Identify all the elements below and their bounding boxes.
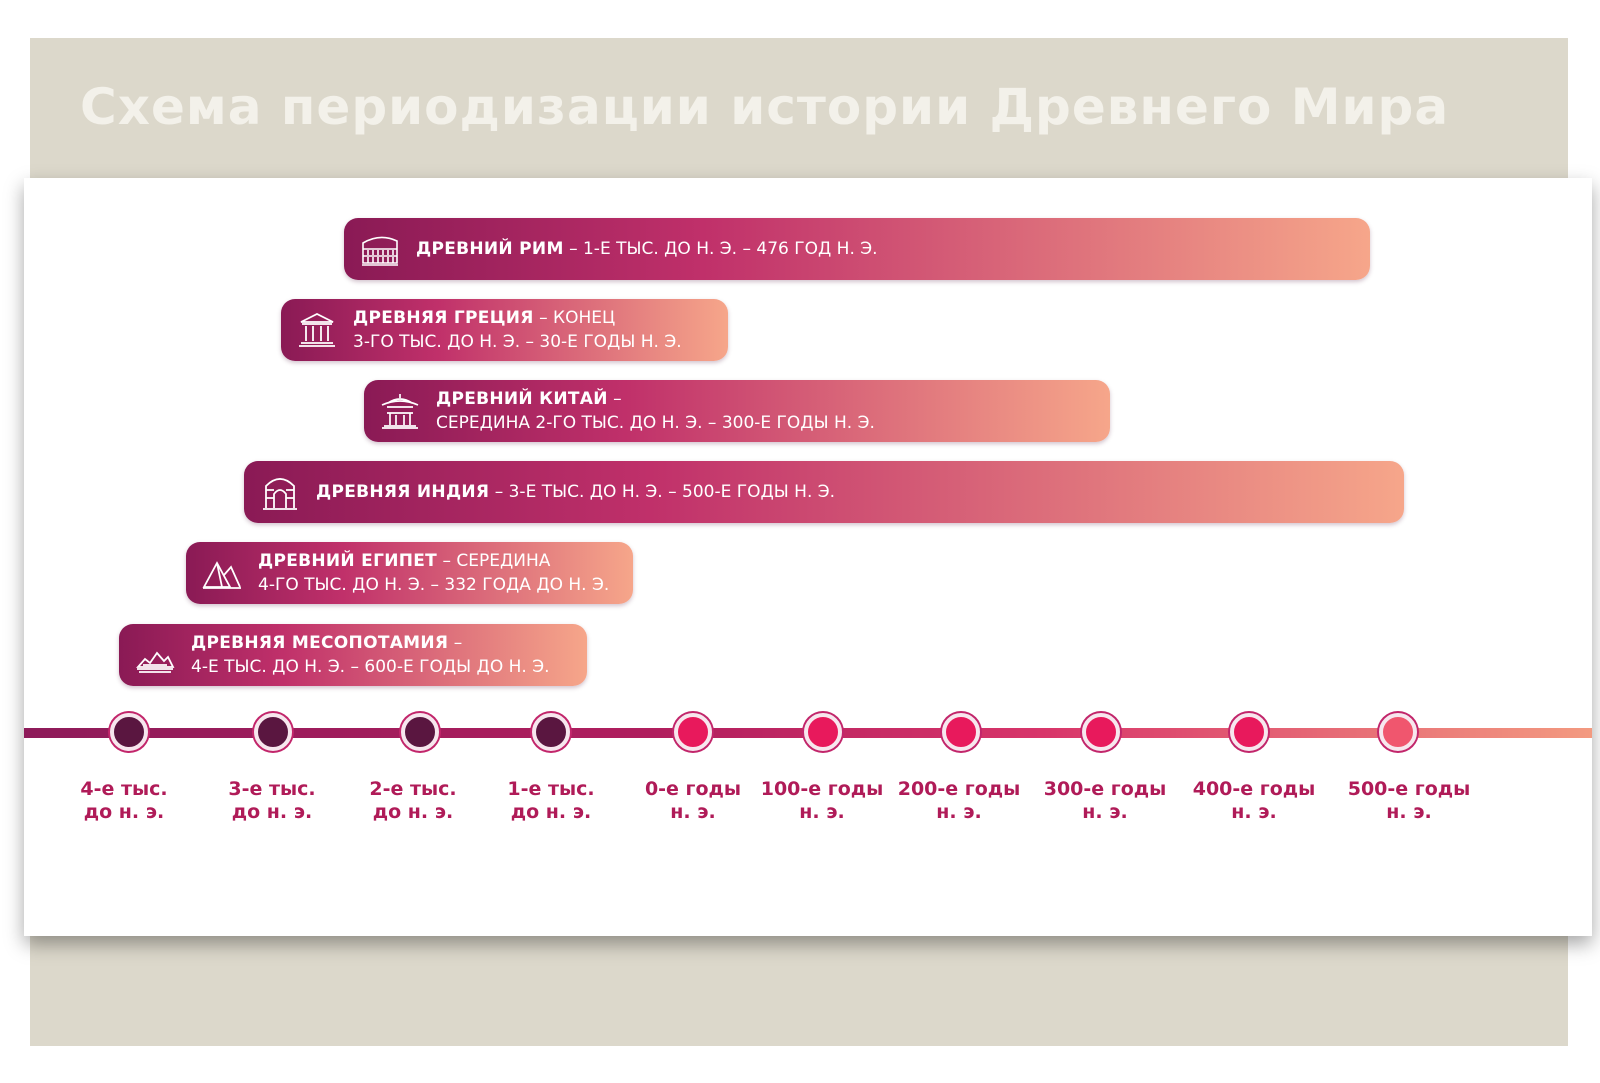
timeline-label: 3-е тыс. до н. э.	[228, 778, 316, 823]
ziggurat-icon	[135, 635, 175, 675]
timeline-label: 4-е тыс. до н. э.	[80, 778, 168, 823]
pyramids-icon	[202, 553, 242, 593]
period-name: ДРЕВНЯЯ ГРЕЦИЯ	[353, 308, 534, 328]
timeline-marker	[110, 713, 148, 751]
indian-arch-icon	[260, 472, 300, 512]
timeline-label: 200-е годы н. э.	[897, 778, 1021, 823]
colosseum-icon	[360, 229, 400, 269]
period-dates: – СЕРЕДИНА	[437, 551, 551, 571]
period-name: ДРЕВНЯЯ ИНДИЯ	[316, 482, 490, 502]
greek-temple-icon	[297, 310, 337, 350]
period-name: ДРЕВНИЙ РИМ	[416, 239, 564, 259]
period-dates: –	[607, 389, 622, 409]
period-bar-egypt: ДРЕВНИЙ ЕГИПЕТ – СЕРЕДИНА 4-ГО ТЫС. ДО Н…	[186, 542, 633, 604]
timeline-label: 100-е годы н. э.	[760, 778, 884, 823]
timeline-label: 500-е годы н. э.	[1347, 778, 1471, 823]
timeline-marker	[674, 713, 712, 751]
timeline-marker	[1379, 713, 1417, 751]
timeline-marker	[1230, 713, 1268, 751]
period-dates-line2: 3-ГО ТЫС. ДО Н. Э. – 30-Е ГОДЫ Н. Э.	[353, 332, 682, 352]
period-dates-line2: 4-Е ТЫС. ДО Н. Э. – 600-Е ГОДЫ ДО Н. Э.	[191, 657, 550, 677]
period-dates: –	[448, 633, 463, 653]
timeline-label: 0-е годы н. э.	[644, 778, 742, 823]
timeline-label: 2-е тыс. до н. э.	[369, 778, 457, 823]
timeline-label: 400-е годы н. э.	[1192, 778, 1316, 823]
timeline-marker	[532, 713, 570, 751]
timeline-marker	[942, 713, 980, 751]
period-dates: – 1-Е ТЫС. ДО Н. Э. – 476 ГОД Н. Э.	[563, 239, 878, 259]
timeline-label: 1-е тыс. до н. э.	[507, 778, 595, 823]
period-name: ДРЕВНИЙ КИТАЙ	[436, 389, 608, 409]
period-bar-greece: ДРЕВНЯЯ ГРЕЦИЯ – КОНЕЦ 3-ГО ТЫС. ДО Н. Э…	[281, 299, 728, 361]
timeline-card: ДРЕВНИЙ РИМ – 1-Е ТЫС. ДО Н. Э. – 476 ГО…	[24, 178, 1592, 936]
period-bar-india: ДРЕВНЯЯ ИНДИЯ – 3-Е ТЫС. ДО Н. Э. – 500-…	[244, 461, 1404, 523]
period-dates-line2: 4-ГО ТЫС. ДО Н. Э. – 332 ГОДА ДО Н. Э.	[258, 575, 610, 595]
period-dates-line2: СЕРЕДИНА 2-ГО ТЫС. ДО Н. Э. – 300-Е ГОДЫ…	[436, 413, 875, 433]
period-dates: – КОНЕЦ	[533, 308, 616, 328]
timeline-marker	[401, 713, 439, 751]
timeline-label: 300-е годы н. э.	[1043, 778, 1167, 823]
period-bar-mesopotamia: ДРЕВНЯЯ МЕСОПОТАМИЯ – 4-Е ТЫС. ДО Н. Э. …	[119, 624, 587, 686]
timeline-marker	[804, 713, 842, 751]
timeline-marker	[1082, 713, 1120, 751]
period-bar-china: ДРЕВНИЙ КИТАЙ – СЕРЕДИНА 2-ГО ТЫС. ДО Н.…	[364, 380, 1110, 442]
period-name: ДРЕВНИЙ ЕГИПЕТ	[258, 551, 438, 571]
page-title: Схема периодизации истории Древнего Мира	[80, 78, 1450, 136]
period-bar-rome: ДРЕВНИЙ РИМ – 1-Е ТЫС. ДО Н. Э. – 476 ГО…	[344, 218, 1370, 280]
period-name: ДРЕВНЯЯ МЕСОПОТАМИЯ	[191, 633, 449, 653]
pagoda-icon	[380, 391, 420, 431]
period-dates: – 3-Е ТЫС. ДО Н. Э. – 500-Е ГОДЫ Н. Э.	[489, 482, 836, 502]
timeline-marker	[254, 713, 292, 751]
